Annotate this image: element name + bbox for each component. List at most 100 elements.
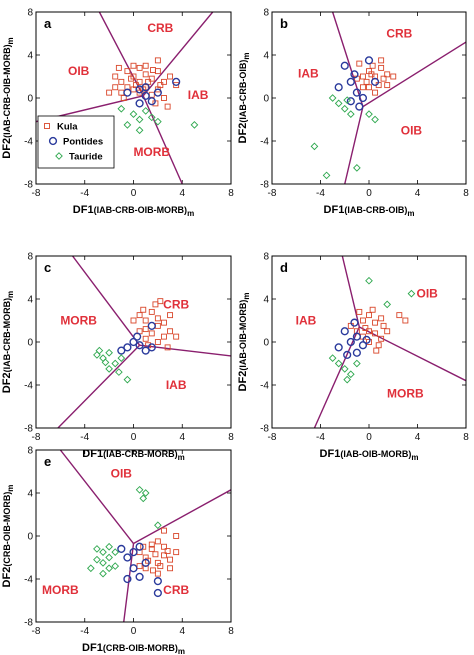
kula-point <box>154 57 161 64</box>
y-tick-label: 8 <box>263 8 269 19</box>
pontides-point <box>135 572 144 581</box>
tauride-point <box>111 359 120 368</box>
pontides-point <box>129 337 138 347</box>
kula-point <box>366 328 372 335</box>
series-kula <box>353 57 397 96</box>
kula-point <box>161 333 167 340</box>
pontides-point <box>346 77 355 86</box>
x-tick-label: -8 <box>268 432 277 443</box>
tauride-point <box>334 359 343 368</box>
kula-point <box>136 563 143 570</box>
field-boundary-line <box>331 12 364 107</box>
field-boundary-line <box>72 256 141 346</box>
pontides-point <box>117 544 126 554</box>
kula-point <box>380 322 387 329</box>
region-label: IAB <box>296 314 317 328</box>
plot-frame <box>35 255 232 429</box>
kula-point <box>378 64 385 71</box>
x-tick-label: 4 <box>415 432 421 443</box>
pontides-point <box>117 346 126 355</box>
kula-point <box>140 306 147 313</box>
legend-label-pontides: Pontides <box>63 137 103 148</box>
field-boundary-line <box>362 41 466 108</box>
kula-point <box>154 570 161 577</box>
pontides-point <box>123 88 132 97</box>
pontides-point <box>350 70 359 79</box>
tauride-point <box>101 358 110 367</box>
y-tick-label: 4 <box>27 295 33 306</box>
kula-point <box>363 78 370 85</box>
legend-marker-tauride <box>55 152 63 160</box>
tauride-point <box>139 494 148 503</box>
y-axis-title: DF2(CRB-OIB-MORB)m <box>1 485 15 588</box>
series-pontides <box>334 56 380 111</box>
tauride-point <box>111 562 120 570</box>
y-tick-label: -4 <box>260 137 269 148</box>
tauride-point <box>141 107 150 115</box>
pontides-point <box>355 102 364 111</box>
tauride-point <box>105 553 113 562</box>
kula-point <box>145 557 152 564</box>
pontides-point <box>153 88 162 97</box>
kula-point <box>372 330 379 337</box>
tauride-point <box>99 559 107 567</box>
panel-e: -8 -4 0 4 8 -8 -4 0 4 8 OIB MORB CRB e DF1(CRB-OIB-MOR… <box>1 446 234 655</box>
kula-point <box>378 315 385 322</box>
pontides-point <box>129 564 138 573</box>
tauride-point <box>93 545 101 553</box>
tauride-point <box>115 368 123 376</box>
kula-point <box>368 71 375 78</box>
kula-point <box>372 319 379 326</box>
x-tick-label: -4 <box>80 188 89 199</box>
pontides-point <box>123 343 132 352</box>
kula-point <box>154 322 161 329</box>
tauride-point <box>407 289 416 298</box>
tauride-point <box>365 110 373 118</box>
tauride-point <box>135 126 144 135</box>
plot-area: CRB MORB IAB <box>57 256 231 428</box>
kula-point <box>142 71 149 78</box>
x-tick-label: 4 <box>179 626 185 637</box>
kula-point <box>120 95 127 101</box>
panel-letter: d <box>280 260 288 275</box>
tauride-point <box>95 346 104 355</box>
tauride-point <box>154 521 162 530</box>
kula-point <box>142 62 149 69</box>
kula-point <box>359 84 366 91</box>
kula-point <box>375 342 382 349</box>
tauride-point <box>105 365 113 373</box>
panels: -8 -4 0 4 8 -8 -4 0 4 8 CRB OIB IAB MORB a DF1(IAB-CRB-… <box>1 8 469 655</box>
series-pontides <box>334 318 371 360</box>
y-tick-label: 8 <box>27 8 33 19</box>
kula-point <box>378 57 385 64</box>
kula-point <box>112 84 119 91</box>
plot-area: CRB IAB OIB <box>298 12 466 184</box>
pontides-point <box>343 350 352 360</box>
region-label: OIB <box>417 287 439 301</box>
field-boundary-line <box>344 106 364 184</box>
x-tick-label: 8 <box>463 188 469 199</box>
kula-point <box>167 328 174 335</box>
kula-point <box>152 551 159 558</box>
pontides-point <box>141 558 150 567</box>
pontides-point <box>362 335 371 344</box>
pontides-point <box>129 548 138 557</box>
x-tick-label: -8 <box>268 188 277 199</box>
pontides-point <box>370 77 380 86</box>
pontides-point <box>346 97 355 106</box>
plot-frame <box>35 449 232 623</box>
tauride-point <box>343 375 352 384</box>
tauride-point <box>93 555 101 564</box>
pontides-point <box>147 97 156 106</box>
x-tick-label: 0 <box>366 432 372 443</box>
region-label: MORB <box>42 583 79 597</box>
y-axis-title: DF2(IAB-CRB-OIB-MORB)m <box>1 37 15 158</box>
y-tick-label: 4 <box>263 51 269 62</box>
pontides-point <box>340 61 349 70</box>
tauride-point <box>322 171 331 180</box>
kula-point <box>124 68 131 75</box>
pontides-point <box>172 77 181 86</box>
kula-point <box>378 335 385 342</box>
region-label: OIB <box>68 64 90 78</box>
kula-point <box>402 317 409 324</box>
